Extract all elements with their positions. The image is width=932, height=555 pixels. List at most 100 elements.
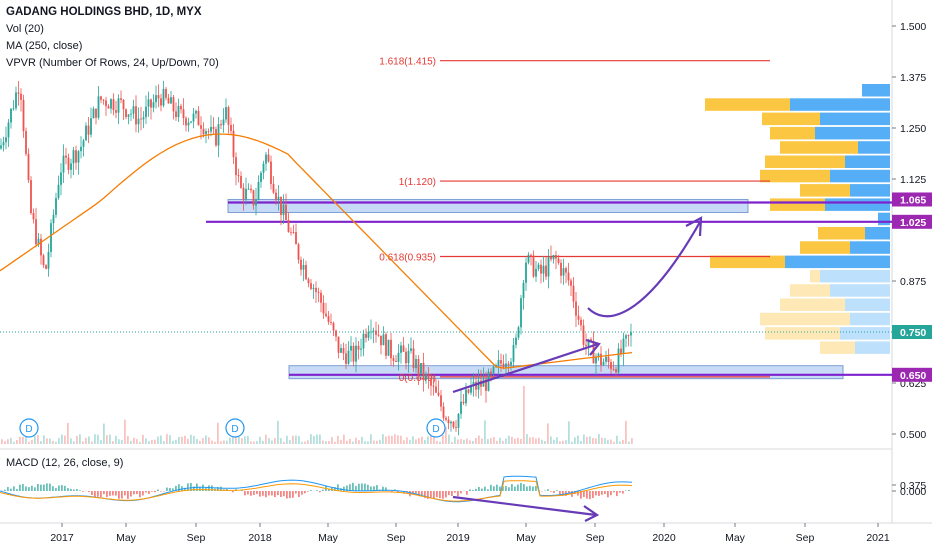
volume-bar xyxy=(223,440,225,444)
fib-level-label: 1.618(1.415) xyxy=(379,57,436,68)
volume-bar xyxy=(286,436,288,444)
volume-bar xyxy=(289,440,291,444)
time-tick-label: Sep xyxy=(387,532,406,544)
price-tick-label: 1.125 xyxy=(900,174,926,186)
candle-body xyxy=(83,140,85,146)
volume-bar xyxy=(583,435,585,444)
volume-bar xyxy=(295,436,297,444)
volume-bar xyxy=(265,435,267,444)
volume-bar xyxy=(178,437,180,444)
candle-body xyxy=(255,200,257,206)
vpvr-bar-down xyxy=(760,170,830,183)
volume-bar xyxy=(253,442,255,444)
volume-bar xyxy=(190,435,192,444)
volume-bar xyxy=(55,442,57,444)
volume-bar xyxy=(217,423,219,444)
volume-bar xyxy=(376,441,378,444)
candle-body xyxy=(330,322,332,323)
volume-bar xyxy=(220,441,222,444)
macd-histogram-bar xyxy=(91,491,93,495)
time-tick-label: May xyxy=(318,532,339,544)
volume-bar xyxy=(199,441,201,444)
candle-body xyxy=(308,279,310,283)
macd-histogram-bar xyxy=(97,491,99,497)
macd-histogram-bar xyxy=(289,491,291,498)
volume-bar xyxy=(628,442,630,444)
candle-body xyxy=(3,142,5,145)
macd-histogram-bar xyxy=(109,491,111,496)
vpvr-bar-up xyxy=(820,113,890,126)
candle-body xyxy=(455,427,457,428)
candle-body xyxy=(173,97,175,111)
vpvr-bar-up xyxy=(878,213,890,226)
candle-body xyxy=(400,345,402,352)
price-tick-label: 1.375 xyxy=(900,72,926,84)
candle-body xyxy=(365,334,367,338)
volume-bar xyxy=(202,438,204,444)
vpvr-bar-down xyxy=(765,156,845,169)
macd-histogram-bar xyxy=(595,491,597,495)
candle-body xyxy=(310,283,312,289)
candle-body xyxy=(228,107,230,125)
macd-histogram-bar xyxy=(160,491,162,492)
candle-body xyxy=(558,259,560,263)
macd-histogram-bar xyxy=(286,491,288,498)
volume-bar xyxy=(454,437,456,444)
macd-histogram-bar xyxy=(319,491,321,492)
volume-bar xyxy=(616,436,618,444)
volume-bar xyxy=(109,435,111,444)
volume-bar xyxy=(451,442,453,444)
volume-bar xyxy=(64,436,66,444)
volume-bar xyxy=(259,437,261,444)
candle-body xyxy=(145,107,147,118)
volume-bar xyxy=(70,438,72,444)
macd-histogram-bar xyxy=(445,491,447,497)
macd-histogram-bar xyxy=(355,486,357,491)
vpvr-bar-down xyxy=(762,113,820,126)
candle-body xyxy=(25,131,27,154)
candle-body xyxy=(443,407,445,418)
volume-bar xyxy=(565,440,567,444)
candle-body xyxy=(623,338,625,353)
candle-body xyxy=(428,374,430,379)
candle-body xyxy=(183,109,185,118)
volume-bar xyxy=(262,441,264,444)
volume-bar xyxy=(541,440,543,444)
macd-histogram-bar xyxy=(598,491,600,496)
volume-bar xyxy=(478,436,480,444)
volume-bar xyxy=(382,434,384,444)
macd-histogram-bar xyxy=(46,483,48,491)
candle-body xyxy=(140,119,142,120)
candle-body xyxy=(50,223,52,252)
dividend-marker-label: D xyxy=(231,424,238,435)
candle-body xyxy=(253,190,255,205)
volume-bar xyxy=(124,420,126,444)
volume-bar xyxy=(4,441,6,444)
candle-body xyxy=(13,108,15,109)
time-tick-label: May xyxy=(116,532,137,544)
volume-bar xyxy=(211,441,213,444)
macd-histogram-bar xyxy=(517,485,519,491)
volume-bar xyxy=(139,442,141,444)
volume-bar xyxy=(73,441,75,444)
candle-body xyxy=(28,154,30,180)
trend-arrow-macd[interactable] xyxy=(453,497,596,515)
macd-histogram-bar xyxy=(22,484,24,491)
volume-bar xyxy=(310,434,312,444)
candle-body xyxy=(158,95,160,98)
volume-bar xyxy=(490,438,492,444)
macd-histogram-bar xyxy=(166,488,168,491)
volume-bar xyxy=(157,437,159,444)
time-tick-label: May xyxy=(516,532,537,544)
candle-body xyxy=(5,137,7,142)
volume-bar xyxy=(19,437,21,444)
candle-body xyxy=(290,232,292,233)
volume-bar xyxy=(163,441,165,444)
volume-bar xyxy=(142,435,144,444)
projection-curve-arrow[interactable] xyxy=(588,222,700,316)
candle-body xyxy=(155,95,157,102)
candle-body xyxy=(430,379,432,386)
candle-body xyxy=(420,363,422,374)
